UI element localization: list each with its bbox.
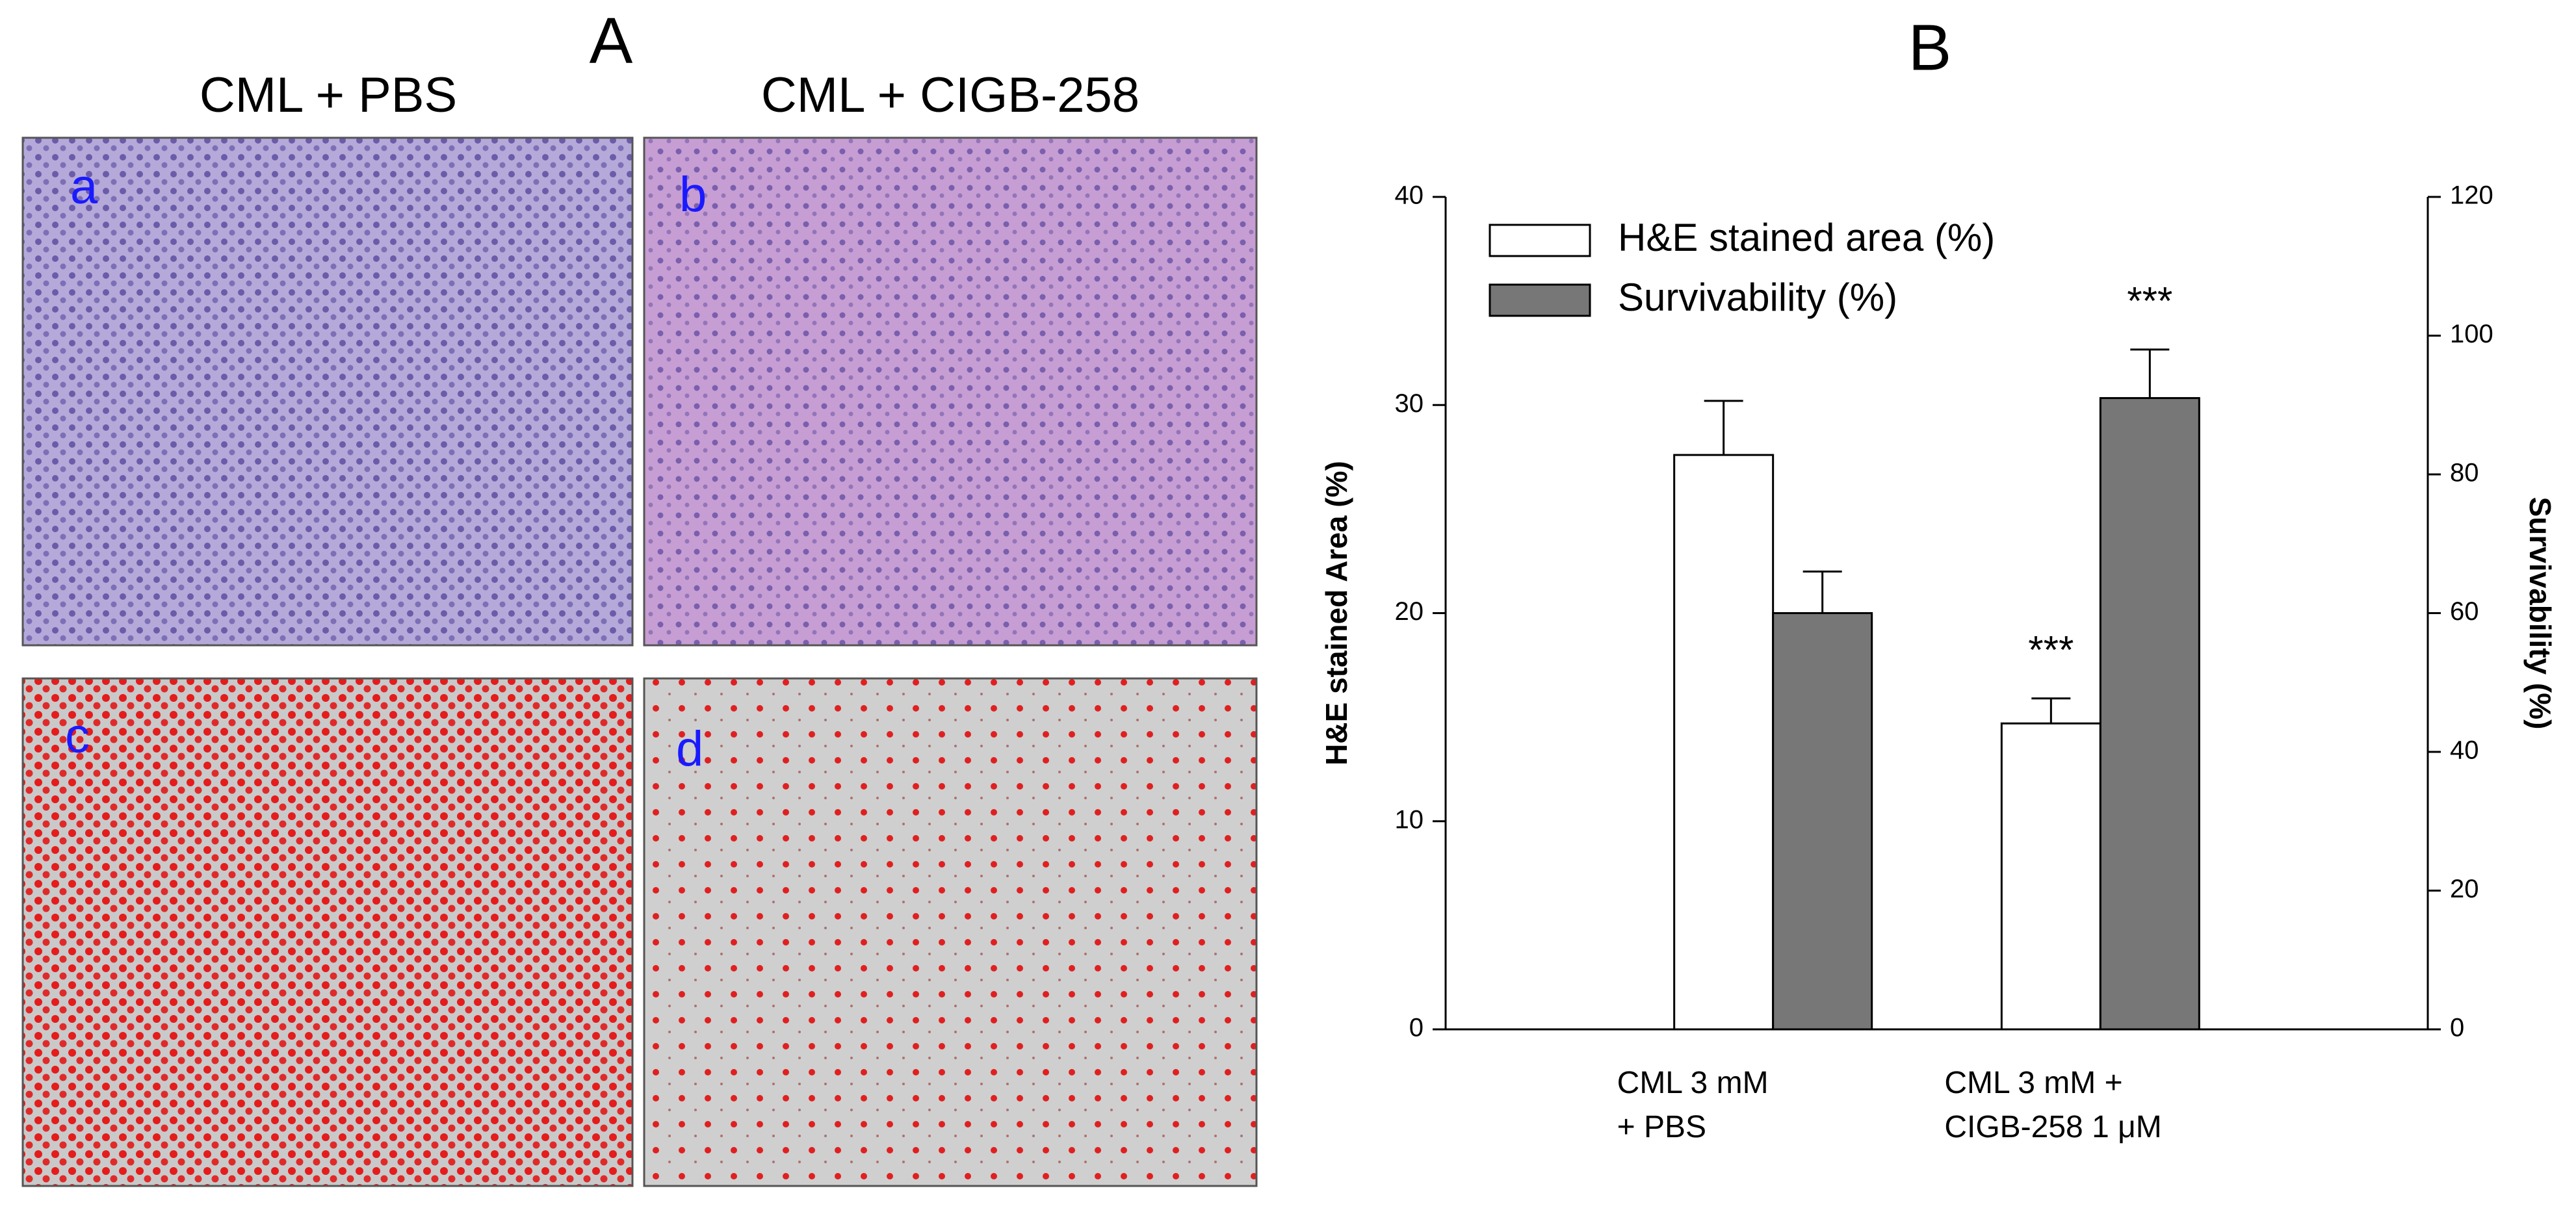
error-bar — [1802, 570, 1842, 613]
error-bar — [2130, 348, 2170, 398]
y2-tick-label: 100 — [2450, 320, 2493, 348]
error-bar — [1704, 400, 1743, 456]
y2-tick-label: 40 — [2450, 736, 2479, 765]
micrograph — [643, 136, 1258, 647]
panel-label: A — [590, 4, 633, 77]
image-label: b — [679, 167, 707, 222]
micrograph — [21, 136, 634, 647]
micrograph — [643, 677, 1258, 1187]
x-tick-label: CML 3 mM + PBS — [1617, 1066, 1769, 1144]
bar — [1673, 454, 1775, 1031]
bar — [1772, 612, 1873, 1031]
y2-tick-label: 80 — [2450, 459, 2479, 487]
y-tick-label: 40 — [1395, 181, 1424, 210]
annotation: *** — [2127, 279, 2172, 323]
y2-tick-label: 20 — [2450, 875, 2479, 903]
error-bar — [2031, 697, 2071, 724]
y2-axis-label: Survivability (%) — [2523, 497, 2557, 730]
micrograph — [21, 677, 634, 1187]
bar — [2000, 722, 2101, 1031]
panel-label: B — [1908, 11, 1952, 84]
annotation: *** — [2028, 628, 2074, 672]
y2-tick-label: 120 — [2450, 181, 2493, 210]
y-tick-label: 0 — [1409, 1014, 1424, 1042]
bar — [2099, 397, 2200, 1031]
y-axis-label: H&E stained Area (%) — [1320, 461, 1353, 766]
legend-label: H&E stained area (%) — [1618, 216, 1995, 259]
column-title: CML + CIGB-258 — [761, 68, 1139, 123]
y-tick-label: 30 — [1395, 389, 1424, 418]
x-tick-label: CML 3 mM + CIGB-258 1 μM — [1944, 1066, 2161, 1144]
legend-label: Survivability (%) — [1618, 276, 1897, 319]
y-tick-label: 10 — [1395, 805, 1424, 834]
legend-swatch — [1489, 283, 1591, 317]
y-tick-label: 20 — [1395, 597, 1424, 626]
y2-tick-label: 60 — [2450, 597, 2479, 626]
image-label: a — [70, 159, 98, 214]
legend-swatch — [1489, 224, 1591, 257]
y2-tick-label: 0 — [2450, 1014, 2464, 1042]
image-label: d — [676, 721, 703, 777]
column-title: CML + PBS — [200, 68, 457, 123]
image-label: c — [65, 708, 90, 764]
